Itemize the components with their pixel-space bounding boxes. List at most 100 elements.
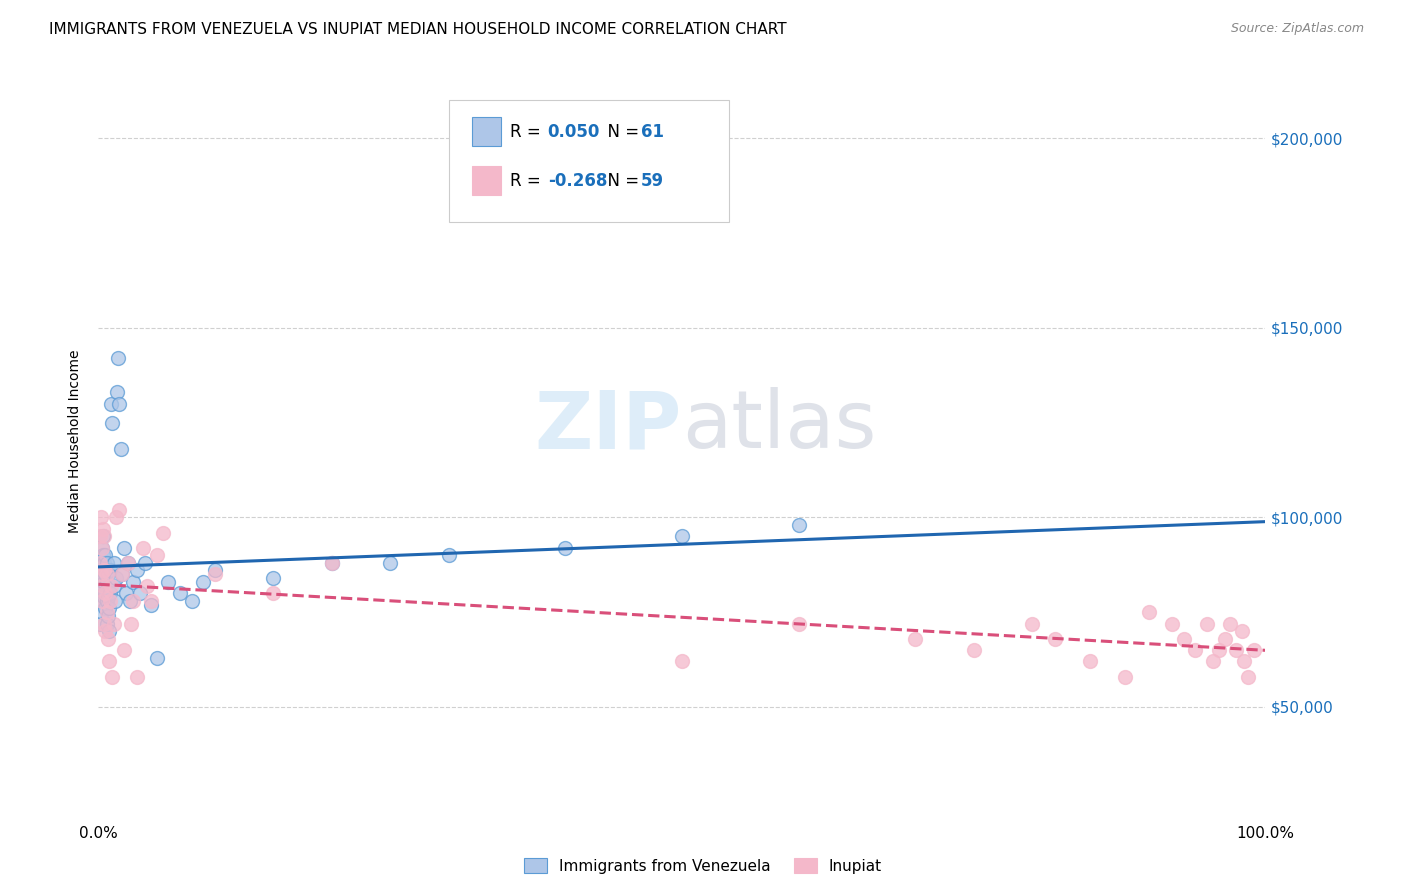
- Point: [90, 510, 112, 524]
- Point: [146, 548, 169, 563]
- Point: [1161, 616, 1184, 631]
- Point: [1202, 655, 1225, 669]
- Point: [101, 416, 124, 430]
- Point: [1230, 624, 1253, 639]
- Point: [98, 586, 121, 600]
- Point: [125, 669, 148, 683]
- Point: [90, 594, 112, 608]
- Point: [157, 574, 180, 589]
- Point: [107, 351, 129, 366]
- Point: [100, 396, 122, 410]
- Text: R =: R =: [510, 172, 547, 190]
- Point: [97, 632, 120, 646]
- Text: IMMIGRANTS FROM VENEZUELA VS INUPIAT MEDIAN HOUSEHOLD INCOME CORRELATION CHART: IMMIGRANTS FROM VENEZUELA VS INUPIAT MED…: [49, 22, 787, 37]
- Point: [1137, 605, 1160, 619]
- Point: [1225, 643, 1247, 657]
- FancyBboxPatch shape: [449, 100, 728, 221]
- Point: [139, 594, 162, 608]
- Point: [105, 385, 128, 400]
- Point: [108, 396, 131, 410]
- Point: [89, 586, 111, 600]
- Point: [91, 548, 114, 563]
- Point: [136, 579, 159, 593]
- Point: [89, 556, 111, 570]
- Point: [1045, 632, 1067, 646]
- Point: [129, 586, 152, 600]
- Point: [104, 594, 127, 608]
- Point: [94, 586, 117, 600]
- Point: [110, 442, 132, 456]
- Text: R =: R =: [510, 123, 547, 141]
- Text: atlas: atlas: [682, 387, 876, 466]
- Legend: Immigrants from Venezuela, Inupiat: Immigrants from Venezuela, Inupiat: [517, 852, 889, 880]
- Point: [262, 571, 284, 585]
- Point: [1080, 655, 1102, 669]
- Point: [139, 598, 162, 612]
- Point: [90, 605, 112, 619]
- Point: [94, 624, 117, 639]
- Point: [262, 586, 284, 600]
- Point: [554, 541, 576, 555]
- Point: [1021, 616, 1043, 631]
- Point: [134, 556, 156, 570]
- Point: [93, 574, 115, 589]
- Point: [104, 571, 127, 585]
- Point: [103, 579, 125, 593]
- Point: [112, 643, 135, 657]
- Point: [437, 548, 460, 563]
- Point: [101, 669, 124, 683]
- Point: [100, 579, 122, 593]
- Point: [321, 556, 343, 570]
- Point: [108, 502, 131, 516]
- Point: [787, 616, 810, 631]
- Point: [97, 655, 120, 669]
- Point: [90, 567, 112, 582]
- Point: [90, 594, 112, 608]
- Point: [97, 624, 120, 639]
- Point: [91, 579, 114, 593]
- Point: [1237, 669, 1260, 683]
- Point: [98, 564, 121, 578]
- Point: [125, 564, 148, 578]
- Point: [120, 616, 142, 631]
- Point: [93, 556, 115, 570]
- Point: [1233, 655, 1256, 669]
- Point: [1184, 643, 1206, 657]
- Point: [97, 590, 120, 604]
- Point: [96, 556, 118, 570]
- Point: [96, 567, 118, 582]
- Point: [90, 556, 112, 570]
- Point: [1114, 669, 1136, 683]
- Point: [117, 556, 139, 570]
- Point: [96, 594, 118, 608]
- Point: [321, 556, 343, 570]
- Point: [93, 564, 115, 578]
- Point: [90, 567, 112, 582]
- Point: [96, 616, 118, 631]
- Point: [96, 605, 118, 619]
- Point: [98, 594, 121, 608]
- Point: [94, 586, 117, 600]
- Text: N =: N =: [596, 172, 644, 190]
- Point: [1173, 632, 1195, 646]
- Point: [1213, 632, 1236, 646]
- Text: ZIP: ZIP: [534, 387, 682, 466]
- Point: [103, 616, 125, 631]
- Point: [152, 525, 174, 540]
- Point: [1195, 616, 1218, 631]
- Point: [93, 590, 115, 604]
- Point: [204, 564, 226, 578]
- Point: [117, 556, 139, 570]
- Text: 59: 59: [641, 172, 664, 190]
- Text: Source: ZipAtlas.com: Source: ZipAtlas.com: [1230, 22, 1364, 36]
- Point: [787, 517, 810, 532]
- Point: [169, 586, 191, 600]
- Text: 61: 61: [641, 123, 664, 141]
- Point: [118, 594, 141, 608]
- Point: [90, 541, 112, 555]
- Point: [204, 567, 226, 582]
- Point: [671, 655, 693, 669]
- Point: [180, 594, 202, 608]
- Point: [132, 541, 155, 555]
- Point: [96, 574, 118, 589]
